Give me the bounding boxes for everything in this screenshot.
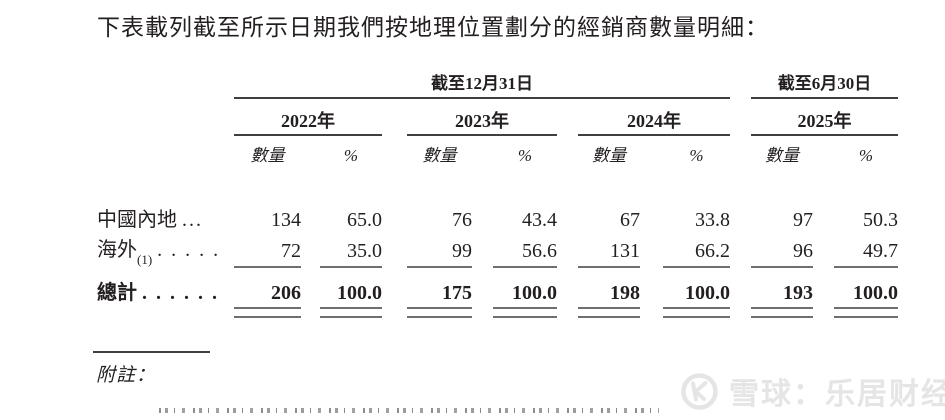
leader-dots: ...: [182, 209, 203, 231]
col-header-pct: %: [689, 146, 704, 165]
table-cell: 100.0: [685, 282, 730, 304]
leader-dots: . . . . .: [157, 239, 221, 261]
table-cell: 43.4: [522, 209, 557, 231]
col-header-qty: 數量: [765, 146, 799, 165]
year-header-2024: 2024年: [578, 99, 730, 136]
total-double-rule: [751, 307, 813, 318]
table-cell: 193: [783, 282, 813, 304]
table-cell: 99: [407, 238, 472, 268]
leader-dots: . . . . . .: [142, 282, 219, 304]
year-header-2023: 2023年: [407, 99, 557, 136]
row-label-overseas: 海外 (1). . . . .: [97, 239, 221, 267]
table-cell: 72: [234, 238, 301, 268]
footnote-label: 附註：: [96, 365, 157, 386]
row-label-total: 總計. . . . . .: [97, 282, 219, 304]
table-cell: 33.8: [695, 209, 730, 231]
table-cell: 56.6: [493, 238, 557, 268]
xueqiu-logo-icon: [681, 372, 718, 410]
total-double-rule: [578, 307, 640, 318]
clipped-note-text-line: [159, 408, 659, 413]
total-double-rule: [234, 307, 301, 318]
table-cell: 50.3: [863, 209, 898, 231]
total-double-rule: [493, 307, 557, 318]
watermark-text: 雪球：乐居财经: [729, 377, 945, 412]
row-label-mainland-china: 中國內地...: [97, 209, 203, 231]
total-double-rule: [663, 307, 730, 318]
total-double-rule: [407, 307, 472, 318]
table-cell: 100.0: [337, 282, 382, 304]
table-cell: 65.0: [347, 209, 382, 231]
col-header-qty: 數量: [422, 146, 457, 165]
col-header-pct: %: [858, 146, 874, 165]
col-group-header-jun30: 截至6月30日: [751, 63, 898, 99]
table-cell: 97: [793, 209, 813, 231]
table-cell: 96: [751, 238, 813, 268]
col-header-qty: 數量: [592, 146, 626, 165]
table-cell: 131: [578, 238, 640, 268]
table-cell: 175: [442, 282, 472, 304]
col-header-pct: %: [343, 146, 359, 165]
distributors-by-geography-table: 截至12月31日 截至6月30日 2022年 2023年 2024年 2025年…: [97, 63, 898, 318]
table-cell: 206: [271, 282, 301, 304]
total-double-rule: [320, 307, 382, 318]
table-cell: 35.0: [320, 238, 382, 268]
table-cell: 100.0: [512, 282, 557, 304]
total-double-rule: [834, 307, 898, 318]
year-header-2025: 2025年: [751, 99, 898, 136]
table-cell: 66.2: [663, 238, 730, 268]
table-cell: 67: [620, 209, 640, 231]
col-header-qty: 數量: [250, 146, 285, 165]
footnote-divider: [93, 351, 210, 353]
year-header-2022: 2022年: [234, 99, 382, 136]
col-group-header-dec31: 截至12月31日: [234, 63, 730, 99]
table-cell: 134: [271, 209, 301, 231]
col-header-pct: %: [517, 146, 533, 165]
table-cell: 100.0: [853, 282, 898, 304]
page-title: 下表載列截至所示日期我們按地理位置劃分的經銷商數量明細：: [97, 15, 769, 40]
table-cell: 49.7: [834, 238, 898, 268]
table-cell: 198: [610, 282, 640, 304]
table-cell: 76: [452, 209, 472, 231]
watermark: 雪球：乐居财经: [679, 369, 945, 413]
